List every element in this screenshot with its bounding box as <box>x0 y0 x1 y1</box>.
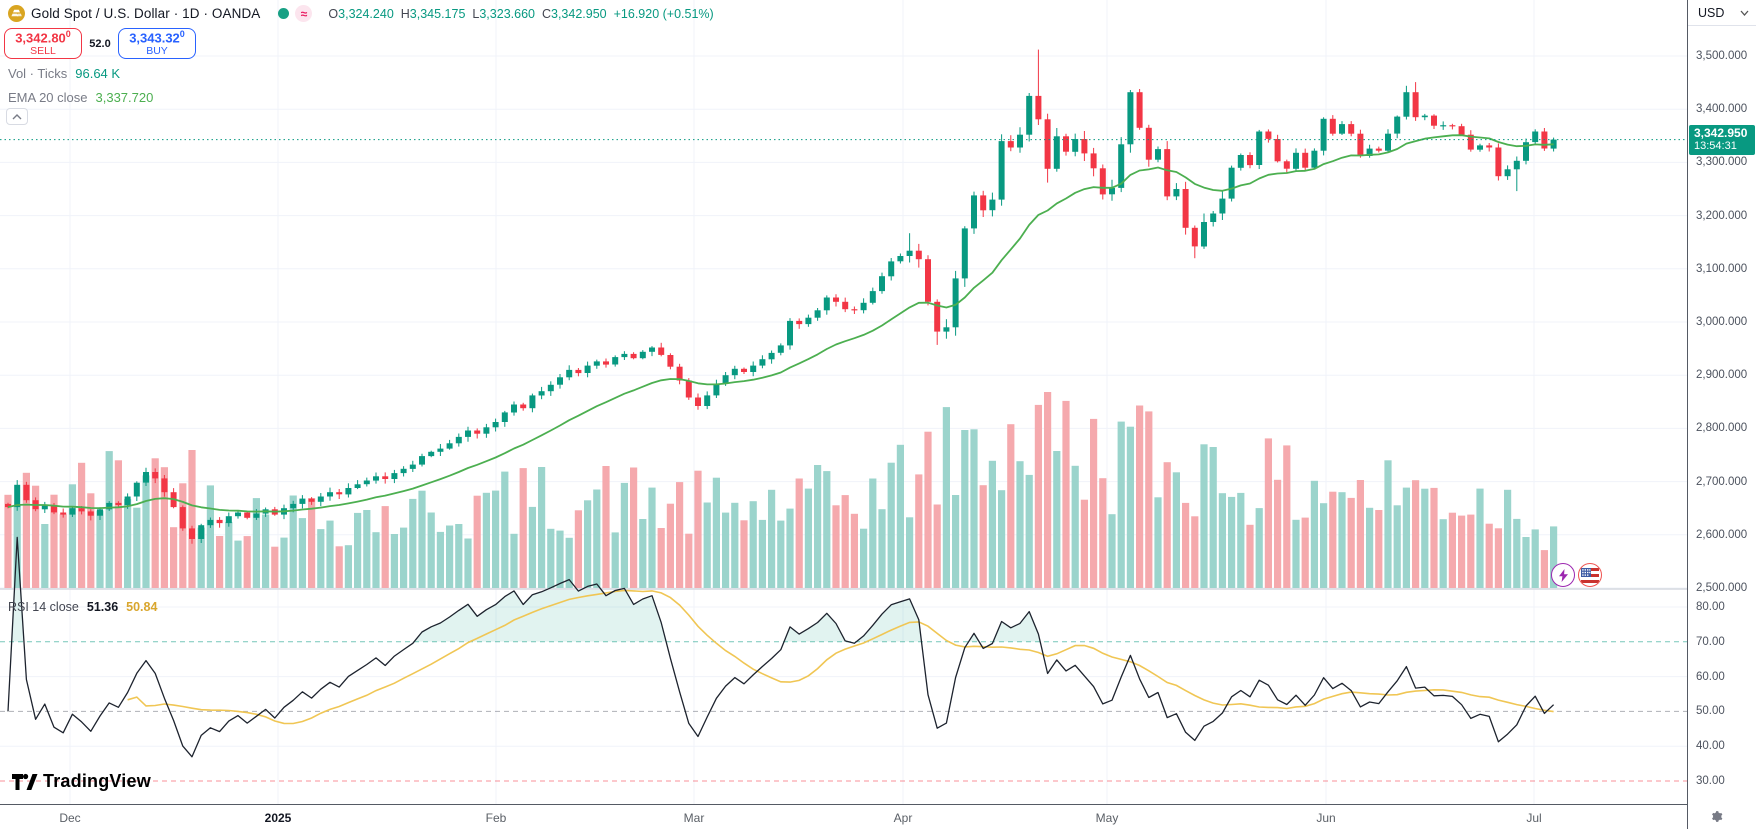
axis-settings-button[interactable] <box>1688 804 1756 829</box>
price-axis-label: 3,100.000 <box>1696 262 1748 275</box>
rsi-axis-label: 30.00 <box>1696 775 1725 787</box>
rsi-ma-value: 50.84 <box>126 600 158 614</box>
price-axis-label: 2,800.000 <box>1696 422 1748 435</box>
ema-legend-row[interactable]: EMA 20 close 3,337.720 <box>8 90 153 105</box>
time-axis-label: Jun <box>1316 811 1336 825</box>
tradingview-logo-icon <box>12 773 38 790</box>
rsi-axis-label: 70.00 <box>1696 635 1725 648</box>
rsi-legend-row[interactable]: RSI 14 close 51.36 50.84 <box>8 600 157 614</box>
rsi-label: RSI 14 close <box>8 600 79 614</box>
low-label: L <box>472 6 480 21</box>
high-label: H <box>400 6 410 21</box>
time-axis-label: 2025 <box>264 811 292 825</box>
buy-button[interactable]: 3,343.320 BUY <box>118 28 196 59</box>
rsi-axis-label: 50.00 <box>1696 705 1725 718</box>
time-axis-label: Jul <box>1526 811 1542 825</box>
high-value: 3,345.175 <box>409 6 466 21</box>
price-axis-label: 2,900.000 <box>1696 369 1748 382</box>
change-value: +16.920 (+0.51%) <box>613 6 714 21</box>
time-axis-label: May <box>1095 811 1119 825</box>
low-value: 3,323.660 <box>479 6 535 21</box>
tradingview-watermark[interactable]: TradingView <box>12 771 151 792</box>
price-axis-label: 3,400.000 <box>1696 103 1748 116</box>
chart-canvas[interactable] <box>0 0 1687 804</box>
ema-value: 3,337.720 <box>95 90 154 105</box>
price-axis-label: 3,200.000 <box>1696 209 1748 222</box>
ohlc-readout: O3,324.240 H3,345.175 L3,323.660 C3,342.… <box>328 7 713 21</box>
price-axis-label: 2,500.000 <box>1696 582 1748 594</box>
delayed-data-icon[interactable]: ≈ <box>295 5 313 22</box>
price-axis-label: 2,700.000 <box>1696 475 1748 488</box>
close-label: C <box>541 6 551 21</box>
time-axis-label: Mar <box>683 811 705 825</box>
chevron-down-icon <box>1740 10 1749 16</box>
sell-price: 3,342.80 <box>15 30 66 46</box>
rsi-axis-label: 60.00 <box>1696 670 1725 683</box>
instant-trading-button[interactable] <box>1551 563 1575 587</box>
currency-dropdown[interactable]: USD <box>1688 0 1756 26</box>
time-axis-label: Dec <box>59 811 81 825</box>
trade-widget: 3,342.800 SELL 52.0 3,343.320 BUY <box>4 28 196 59</box>
close-value: 3,342.950 <box>551 6 607 21</box>
gear-icon <box>1712 811 1723 822</box>
gold-symbol-icon <box>8 5 25 22</box>
spread-value: 52.0 <box>89 37 111 50</box>
time-axis[interactable]: Dec 2025 Feb Mar Apr May Jun Jul <box>0 804 1687 829</box>
buy-price: 3,343.32 <box>129 30 180 46</box>
open-value: 3,324.240 <box>338 6 394 21</box>
time-axis-label: Feb <box>485 811 507 825</box>
rsi-value: 51.36 <box>86 600 119 614</box>
volume-label: Vol · Ticks <box>8 66 68 81</box>
last-price-value: 3,342.950 <box>1694 125 1748 140</box>
rsi-axis-label: 40.00 <box>1696 740 1725 753</box>
open-label: O <box>328 6 339 21</box>
sell-button[interactable]: 3,342.800 SELL <box>4 28 82 59</box>
market-status-dot-icon[interactable] <box>278 8 290 19</box>
volume-legend-row[interactable]: Vol · Ticks 96.64 K <box>8 66 120 81</box>
legend-collapse-button[interactable] <box>6 108 28 125</box>
bar-countdown: 13:54:31 <box>1694 140 1737 153</box>
price-axis-label: 3,300.000 <box>1696 156 1748 169</box>
price-axis-label: 3,000.000 <box>1696 316 1748 328</box>
price-axis-label: 2,600.000 <box>1696 528 1748 541</box>
sell-label: SELL <box>30 44 56 57</box>
us-flag-icon <box>1581 568 1599 583</box>
price-axis-label: 3,500.000 <box>1696 50 1748 62</box>
watermark-text: TradingView <box>43 771 151 791</box>
last-price-tag: 3,342.950 13:54:31 <box>1689 124 1755 155</box>
rsi-axis-label: 80.00 <box>1696 601 1725 613</box>
ema-label: EMA 20 close <box>8 90 88 105</box>
time-axis-label: Apr <box>893 811 913 825</box>
symbol-title[interactable]: Gold Spot / U.S. Dollar · 1D · OANDA <box>31 6 261 21</box>
economic-calendar-button[interactable] <box>1578 563 1602 587</box>
buy-price-fraction: 0 <box>179 29 185 39</box>
sell-price-fraction: 0 <box>65 29 71 39</box>
price-axis-panel[interactable]: USD 3,500.000 3,400.000 3,300.000 3,200.000… <box>1687 0 1756 829</box>
chevron-up-icon <box>12 113 22 119</box>
currency-label: USD <box>1698 5 1725 20</box>
buy-label: BUY <box>146 44 168 57</box>
volume-value: 96.64 K <box>75 66 121 81</box>
lightning-bolt-icon <box>1558 568 1568 582</box>
